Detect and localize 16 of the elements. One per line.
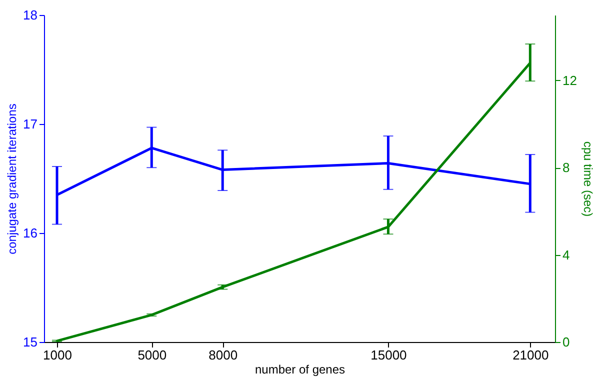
y-tick-label: 18 — [23, 8, 38, 22]
x-tick-label: 15000 — [370, 348, 407, 362]
y-axis-title: conjugate gradient iterations — [5, 104, 20, 254]
x-tick-label: 8000 — [208, 348, 238, 362]
y2-axis-title: cpu time (sec) — [580, 141, 595, 217]
x-tick-label: 5000 — [138, 348, 167, 362]
y-tick-label: 17 — [23, 116, 38, 132]
y2-tick-label: 12 — [562, 72, 577, 88]
y2-tick-label: 4 — [562, 247, 570, 262]
y2-tick-label: 8 — [562, 160, 570, 176]
y2-tick-label: 0 — [562, 334, 570, 350]
x-axis-title: number of genes — [254, 362, 346, 376]
x-tick-label: 21000 — [512, 348, 549, 362]
y-tick-label: 15 — [23, 334, 38, 350]
x-tick-label: 1000 — [43, 348, 72, 362]
y-tick-label: 16 — [23, 226, 38, 240]
